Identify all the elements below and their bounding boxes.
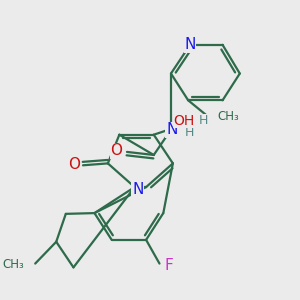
Text: OH: OH bbox=[174, 114, 195, 128]
Text: N: N bbox=[184, 37, 196, 52]
Text: O: O bbox=[69, 157, 81, 172]
Text: F: F bbox=[165, 258, 173, 273]
Text: O: O bbox=[110, 143, 122, 158]
Text: CH₃: CH₃ bbox=[2, 258, 24, 271]
Text: H: H bbox=[184, 126, 194, 139]
Text: H: H bbox=[199, 114, 208, 127]
Text: N: N bbox=[166, 122, 177, 137]
Text: CH₃: CH₃ bbox=[217, 110, 239, 123]
Text: N: N bbox=[132, 182, 143, 196]
